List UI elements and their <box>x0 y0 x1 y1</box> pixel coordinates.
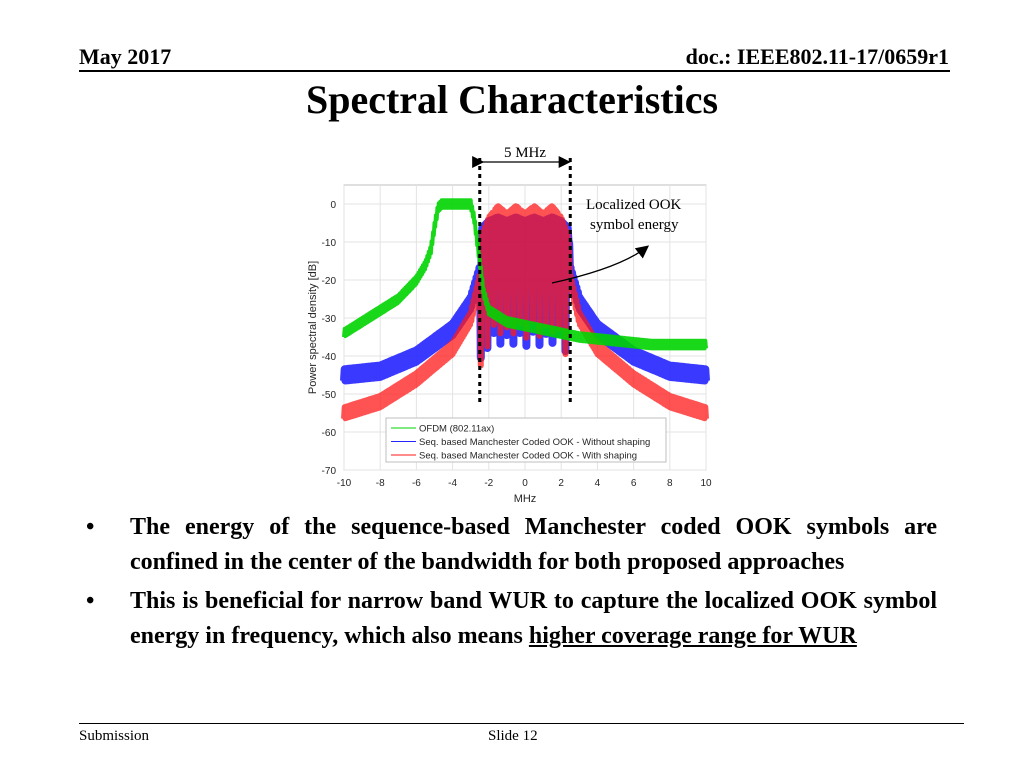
x-tick-label: 0 <box>522 478 528 489</box>
x-tick-label: -10 <box>337 478 352 489</box>
y-tick-label: -20 <box>322 276 337 287</box>
header-rule <box>79 70 950 72</box>
slide-title: Spectral Characteristics <box>305 77 719 122</box>
axis-ticks: -10 -8 -6 -4 -2 0 2 4 6 8 100-10-20-30-40-50-60-70 <box>322 200 712 489</box>
annotation-line-2: symbol energy <box>590 217 679 233</box>
bullet-text-2-underlined: higher coverage range for WUR <box>528 623 857 649</box>
legend-entry: OFDM (802.11ax) <box>419 424 494 435</box>
header-doc-number: doc.: IEEE802.11-17/0659r1 <box>685 44 949 69</box>
x-axis-label: MHz <box>514 493 537 505</box>
x-tick-label: 6 <box>631 478 637 489</box>
bullet-text-2: This is beneficial for narrow band WUR t… <box>130 584 937 654</box>
bullet-symbol: • <box>86 514 95 540</box>
bullet-text-1: The energy of the sequence-based Manches… <box>130 514 937 575</box>
y-tick-label: -60 <box>322 428 337 439</box>
x-tick-label: 8 <box>667 478 673 489</box>
footer-slide-number: Slide 12 <box>488 728 538 744</box>
y-tick-label: -70 <box>322 466 337 477</box>
chart-legend: OFDM (802.11ax) Seq. based Manchester Cod… <box>385 417 667 463</box>
footer-rule <box>79 723 964 724</box>
y-tick-label: -30 <box>322 314 337 325</box>
x-tick-label: -4 <box>448 478 457 489</box>
header-date: May 2017 <box>79 44 172 69</box>
x-tick-label: 10 <box>700 478 712 489</box>
bullet-item-1: • The energy of the sequence-based Manch… <box>82 510 937 580</box>
annotation-arrow <box>551 245 650 284</box>
legend-entry: Seq. based Manchester Coded OOK - With s… <box>419 451 637 462</box>
x-tick-label: 4 <box>595 478 601 489</box>
bandwidth-label: 5 MHz <box>504 145 546 161</box>
series-3 <box>341 203 709 422</box>
legend-box <box>385 417 667 463</box>
x-tick-label: -8 <box>376 478 385 489</box>
annotation-line-1: Localized OOK <box>586 197 682 213</box>
y-tick-label: -50 <box>322 390 337 401</box>
legend-entry: Seq. based Manchester Coded OOK - Withou… <box>419 437 650 448</box>
y-tick-label: -10 <box>322 238 337 249</box>
x-tick-label: -2 <box>484 478 493 489</box>
footer-submission: Submission <box>79 728 150 744</box>
series-layer <box>340 198 710 422</box>
x-tick-label: -6 <box>412 478 421 489</box>
bullet-text-2-plain: This is beneficial for narrow band WUR t… <box>130 588 937 649</box>
bullet-symbol: • <box>86 588 95 614</box>
series-line <box>342 198 708 351</box>
bullet-item-2: • This is beneficial for narrow band WUR… <box>82 584 937 654</box>
y-tick-label: -40 <box>322 352 337 363</box>
bullet-list: • The energy of the sequence-based Manch… <box>82 510 937 658</box>
x-tick-label: 2 <box>558 478 564 489</box>
y-tick-label: 0 <box>330 200 336 211</box>
psd-chart: -10 -8 -6 -4 -2 0 2 4 6 8 100-10-20-30-40-50-60-70… <box>307 145 712 505</box>
series-1 <box>342 198 708 351</box>
y-axis-label: Power spectral density [dB] <box>307 261 319 394</box>
series-line <box>341 203 709 422</box>
